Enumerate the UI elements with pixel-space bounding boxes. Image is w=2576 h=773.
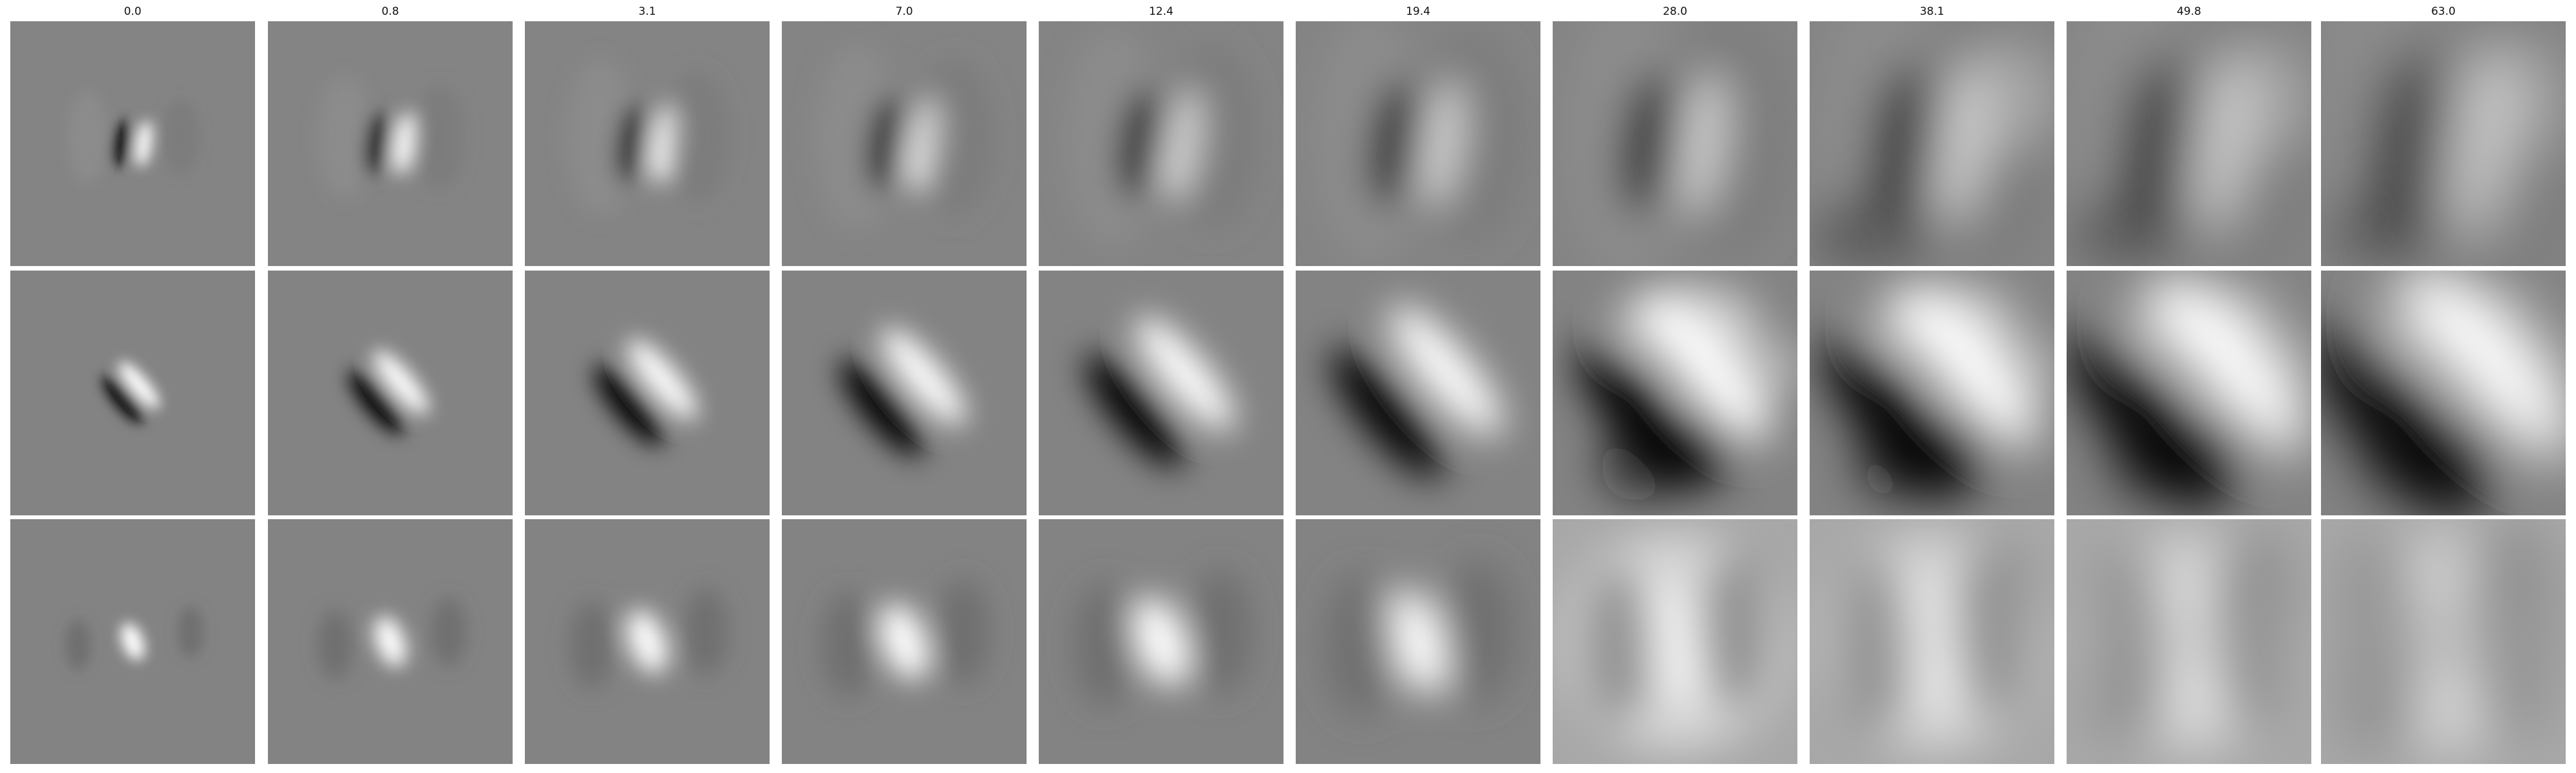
filter-panel [782,21,1027,266]
filter-panel [1296,519,1540,764]
filter-panel [1810,271,2054,515]
column-title: 49.8 [2177,5,2201,18]
filter-panel [1039,519,1283,764]
column-title: 7.0 [895,5,913,18]
column-title: 28.0 [1663,5,1687,18]
filter-panel [1039,21,1283,266]
filter-panel [525,519,770,764]
column-title: 63.0 [2431,5,2456,18]
column-title: 3.1 [638,5,656,18]
filter-panel [2067,519,2311,764]
filter-panel [268,519,513,764]
filter-panel [525,271,770,515]
filter-panel [1296,21,1540,266]
filter-panel [782,519,1027,764]
filter-panel [2067,21,2311,266]
column-title: 0.0 [124,5,142,18]
filter-panel [1553,21,1797,266]
filter-panel [10,519,255,764]
column-title: 38.1 [1920,5,1944,18]
filter-panel [2321,271,2566,515]
filter-panel [1296,271,1540,515]
filter-panel [10,271,255,515]
filter-panel [1553,519,1797,764]
filter-panel [1039,271,1283,515]
filter-panel [268,271,513,515]
filter-panel [2321,21,2566,266]
filter-panel [2321,519,2566,764]
filter-panel [268,21,513,266]
filter-panel [1553,271,1797,515]
filter-panel [1810,519,2054,764]
filter-panel [2067,271,2311,515]
filter-panel [782,271,1027,515]
column-title: 0.8 [381,5,399,18]
filter-panel [525,21,770,266]
column-title: 19.4 [1406,5,1430,18]
filter-panel [10,21,255,266]
column-title: 12.4 [1149,5,1173,18]
filter-panel [1810,21,2054,266]
